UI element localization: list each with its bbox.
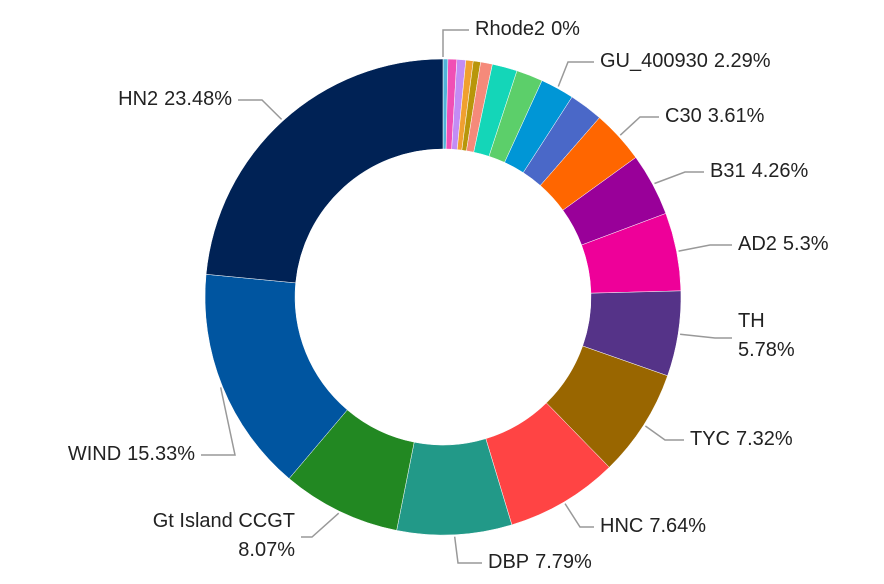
slice-name: HNC: [600, 515, 643, 537]
donut-slice: [205, 58, 444, 284]
slice-label: AD2 5.3%: [738, 233, 829, 255]
slice-name: TH: [738, 310, 765, 332]
slice-label: Rhode2 0%: [475, 18, 580, 40]
slice-name: Gt Island CCGT: [153, 510, 295, 532]
leader-line: [557, 61, 594, 87]
slice-label: TH 5.78%: [738, 310, 795, 361]
slice-name: Rhode2: [475, 18, 545, 40]
leader-line: [644, 425, 684, 441]
slice-name: TYC: [690, 428, 730, 450]
slice-name: C30: [665, 105, 702, 127]
leader-line: [301, 512, 340, 538]
slice-label: Gt Island CCGT 8.07%: [153, 510, 295, 561]
leader-line: [619, 116, 659, 136]
slice-value: 15.33%: [127, 443, 195, 465]
slice-value: 2.29%: [714, 50, 771, 72]
slice-label: DBP 7.79%: [488, 551, 592, 573]
slice-value: 23.48%: [164, 88, 232, 110]
slice-value: 3.61%: [708, 105, 765, 127]
slice-value: 7.79%: [535, 551, 592, 573]
slice-value: 8.07%: [238, 539, 295, 561]
slice-value: 7.32%: [736, 428, 793, 450]
slice-name: HN2: [118, 88, 158, 110]
slice-label: HN2 23.48%: [118, 88, 232, 110]
slice-value: 5.3%: [783, 233, 829, 255]
slice-label: WIND 15.33%: [68, 443, 195, 465]
slice-name: WIND: [68, 443, 121, 465]
leader-line: [201, 387, 236, 456]
slice-label: HNC 7.64%: [600, 515, 706, 537]
slice-value: 4.26%: [752, 160, 809, 182]
leader-line: [453, 536, 482, 564]
slice-label: GU_400930 2.29%: [600, 50, 771, 72]
leader-line: [442, 29, 469, 57]
leader-line: [238, 99, 283, 120]
slice-value: 5.78%: [738, 339, 795, 361]
slice-name: GU_400930: [600, 50, 708, 72]
slice-label: TYC 7.32%: [690, 428, 793, 450]
slice-name: AD2: [738, 233, 777, 255]
slice-label: B31 4.26%: [710, 160, 809, 182]
slice-name: DBP: [488, 551, 529, 573]
slice-value: 0%: [551, 18, 580, 40]
leader-line: [654, 171, 704, 185]
slice-label: C30 3.61%: [665, 105, 765, 127]
leader-line: [680, 333, 732, 339]
slice-value: 7.64%: [649, 515, 706, 537]
slice-name: B31: [710, 160, 746, 182]
leader-line: [678, 244, 732, 252]
leader-line: [564, 503, 594, 528]
